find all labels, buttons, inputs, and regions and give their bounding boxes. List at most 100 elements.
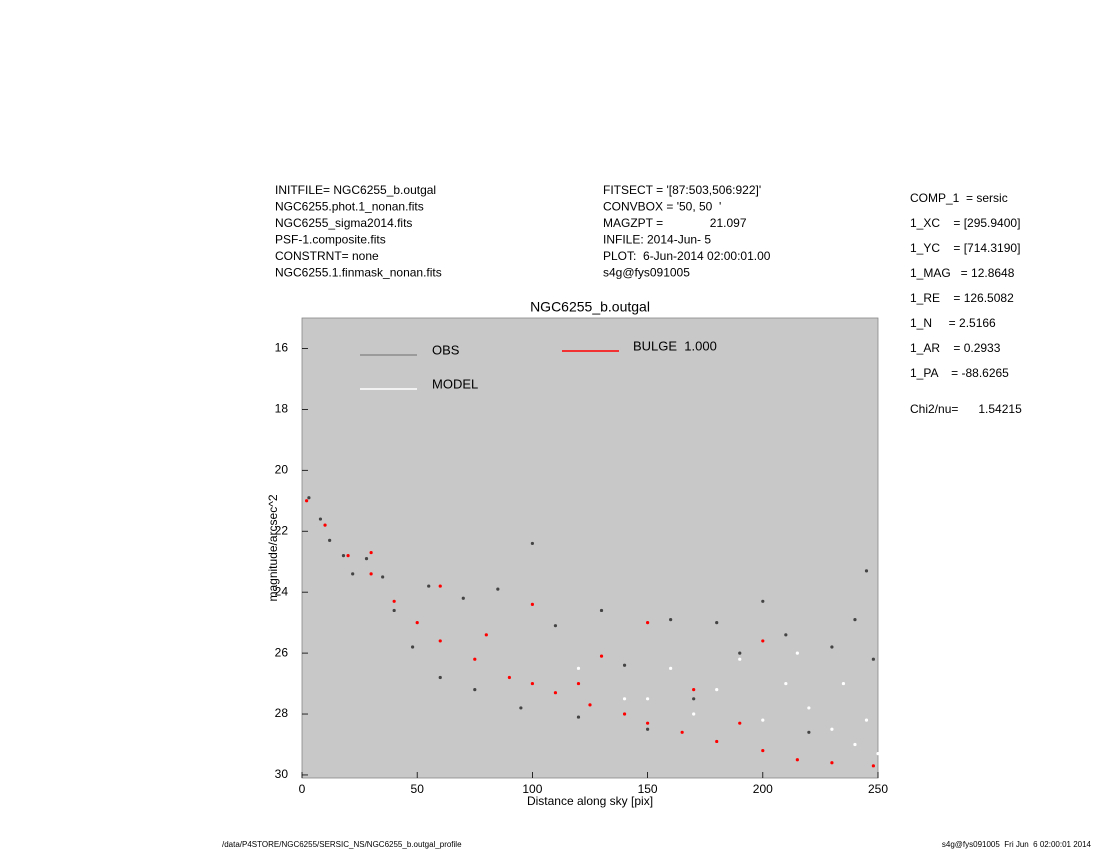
y-tick-label: 24 (275, 584, 289, 598)
data-point (461, 596, 465, 600)
data-point (715, 739, 719, 744)
y-tick-label: 28 (275, 706, 289, 720)
data-point (381, 575, 385, 579)
legend-label: MODEL (432, 376, 478, 391)
data-point (761, 718, 765, 722)
data-point (576, 666, 581, 670)
data-point (305, 499, 309, 503)
data-point (738, 657, 742, 661)
data-point (318, 517, 323, 521)
param-text: 1_MAG = 12.8648 (910, 266, 1015, 280)
y-tick-label: 18 (275, 402, 289, 416)
data-point (473, 657, 477, 661)
x-tick-label: 250 (868, 782, 888, 796)
footer-left: /data/P4STORE/NGC6255/SERSIC_NS/NGC6255_… (222, 840, 462, 849)
data-point (646, 697, 650, 701)
y-tick-label: 20 (275, 462, 289, 476)
data-point (715, 688, 719, 692)
data-point (341, 554, 346, 558)
info-text: NGC6255.1.finmask_nonan.fits (275, 266, 442, 280)
data-point (669, 666, 673, 670)
y-tick-label: 30 (275, 767, 289, 781)
legend-label: BULGE 1.000 (633, 338, 717, 353)
y-tick-label: 22 (275, 523, 289, 537)
param-text: 1_XC = [295.9400] (910, 216, 1020, 230)
data-point (530, 681, 535, 686)
info-text: INITFILE= NGC6255_b.outgal (275, 183, 436, 197)
data-point (807, 706, 811, 710)
data-point (622, 697, 627, 701)
x-tick-label: 150 (638, 782, 658, 796)
data-point (622, 712, 627, 716)
param-text: 1_RE = 126.5082 (910, 291, 1014, 305)
legend-label: OBS (432, 342, 460, 357)
info-text: PSF-1.composite.fits (275, 233, 386, 247)
data-point (496, 587, 500, 591)
data-point (369, 550, 373, 555)
info-text: s4g@fys091005 (603, 266, 690, 280)
data-point (738, 651, 742, 655)
data-point (346, 554, 350, 558)
data-point (438, 639, 442, 643)
data-point (871, 657, 875, 661)
param-text: 1_PA = -88.6265 (910, 366, 1009, 380)
data-point (795, 651, 799, 655)
footer-right: s4g@fys091005 Fri Jun 6 02:00:01 2014 (942, 840, 1092, 849)
data-point (328, 538, 332, 542)
data-point (576, 715, 581, 719)
data-point (646, 721, 650, 725)
data-point (427, 584, 431, 588)
data-point (715, 621, 719, 625)
data-point (830, 761, 834, 765)
data-point (864, 718, 869, 722)
data-point (415, 621, 419, 625)
y-axis-label: magnitude/arcsec^2 (266, 494, 280, 601)
x-tick-label: 200 (753, 782, 773, 796)
data-point (438, 584, 442, 588)
data-point (553, 624, 558, 628)
data-point (692, 697, 696, 701)
data-point (795, 758, 799, 762)
data-point (622, 663, 627, 667)
data-point (392, 599, 396, 603)
data-point (761, 639, 765, 643)
data-point (841, 681, 846, 686)
info-text: NGC6255.phot.1_nonan.fits (275, 200, 424, 214)
data-point (323, 523, 327, 527)
data-point (599, 654, 604, 658)
plot-area (301, 317, 879, 779)
info-text: PLOT: 6-Jun-2014 02:00:01.00 (603, 249, 771, 263)
data-point (576, 681, 581, 686)
info-text: NGC6255_sigma2014.fits (275, 216, 412, 230)
data-point (853, 742, 857, 747)
param-text: COMP_1 = sersic (910, 191, 1008, 205)
data-point (530, 602, 535, 606)
data-point (438, 675, 442, 680)
param-text: 1_AR = 0.2933 (910, 341, 1001, 355)
info-text: CONSTRNT= none (275, 249, 379, 263)
param-text: 1_YC = [714.3190] (910, 241, 1020, 255)
data-point (830, 727, 834, 731)
x-axis-label: Distance along sky [pix] (527, 794, 653, 808)
data-point (784, 633, 788, 637)
data-point (553, 691, 558, 695)
data-point (307, 496, 311, 500)
data-point (853, 617, 857, 622)
info-text: INFILE: 2014-Jun- 5 (603, 233, 711, 247)
data-point (876, 752, 880, 756)
data-point (761, 599, 765, 603)
data-point (530, 541, 535, 546)
chart-title: NGC6255_b.outgal (530, 299, 650, 315)
info-text: CONVBOX = '50, 50 ' (603, 200, 721, 214)
data-point (680, 730, 684, 734)
data-point (392, 608, 396, 613)
x-tick-label: 0 (299, 782, 306, 796)
x-tick-label: 100 (522, 782, 542, 796)
chi2: Chi2/nu= 1.54215 (910, 402, 1022, 416)
data-point (692, 688, 696, 692)
data-point (761, 748, 765, 753)
data-point (646, 727, 650, 731)
data-point (588, 703, 592, 707)
data-point (807, 730, 811, 734)
